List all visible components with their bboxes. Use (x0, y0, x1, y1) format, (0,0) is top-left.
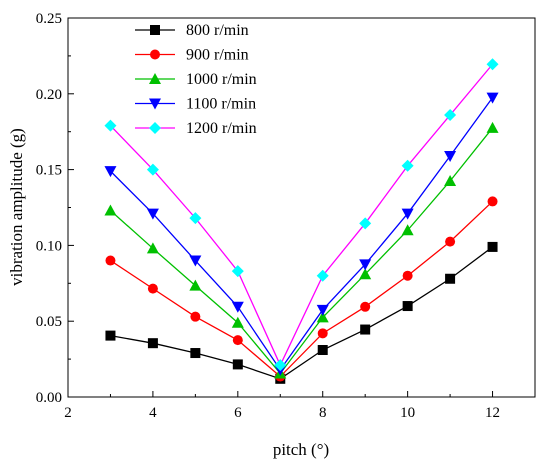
series-3 (104, 92, 499, 376)
data-point (231, 316, 244, 328)
data-point (231, 265, 244, 278)
legend-label: 1200 r/min (186, 120, 257, 137)
legend-marker (149, 98, 161, 110)
legend-item: 1200 r/min (135, 120, 257, 137)
data-point (104, 119, 117, 132)
data-point (146, 242, 159, 254)
data-point (105, 330, 116, 341)
data-point (359, 217, 372, 230)
data-point (402, 301, 413, 312)
y-tick-label: 0.05 (36, 314, 62, 330)
data-point (444, 109, 457, 122)
data-point (486, 121, 499, 133)
legend-label: 1100 r/min (186, 96, 256, 113)
series-line (109, 63, 494, 367)
data-point (190, 311, 201, 322)
data-point (487, 196, 498, 207)
data-point (401, 208, 414, 220)
legend-item: 900 r/min (135, 47, 249, 64)
legend-item: 1100 r/min (135, 96, 256, 113)
legend: 800 r/min 900 r/min 1000 r/min 1100 r/min 12… (135, 22, 257, 137)
data-point (231, 301, 244, 313)
data-point (360, 324, 371, 335)
legend-label: 1000 r/min (186, 71, 257, 88)
data-point (316, 269, 329, 282)
legend-marker (150, 25, 160, 35)
x-tick-label: 2 (64, 405, 72, 421)
data-point (445, 236, 456, 247)
series-line (110, 200, 493, 378)
y-tick-label: 0.20 (36, 87, 62, 103)
data-point (444, 150, 457, 162)
data-point (444, 174, 457, 186)
data-point (232, 335, 243, 346)
y-tick-label: 0.10 (36, 238, 62, 254)
data-point (317, 345, 328, 356)
x-tick-label: 10 (400, 405, 415, 421)
tick-labels: 2 4 6 8 10 12 0.00 0.05 0.10 0.15 0.20 0.25 (36, 11, 500, 421)
data-point (401, 224, 414, 236)
x-tick-label: 12 (485, 405, 500, 421)
x-tick-label: 4 (149, 405, 157, 421)
series-line (110, 127, 494, 375)
data-point (486, 58, 499, 71)
axis-ticks (67, 17, 494, 398)
y-axis-title: vibration amplitude (g) (7, 128, 26, 286)
legend-item: 1000 r/min (135, 71, 257, 88)
data-point (359, 259, 372, 271)
series-0 (105, 241, 498, 384)
legend-label: 900 r/min (186, 47, 249, 64)
data-point (401, 159, 414, 172)
data-point (146, 163, 159, 176)
data-point (189, 279, 202, 291)
data-point (147, 338, 158, 349)
series-1 (105, 196, 498, 382)
x-axis-title: pitch (°) (273, 440, 329, 459)
data-point (486, 92, 499, 104)
data-point (189, 255, 202, 267)
data-point (146, 208, 159, 220)
x-tick-label: 8 (319, 405, 327, 421)
legend-marker (149, 73, 161, 84)
data-point (359, 268, 372, 280)
legend-marker (150, 49, 160, 60)
data-point (274, 359, 287, 372)
legend-item: 800 r/min (135, 22, 249, 39)
legend-marker (149, 122, 161, 134)
y-tick-label: 0.00 (36, 390, 62, 406)
data-point (402, 270, 413, 281)
data-point (104, 166, 117, 178)
data-point (190, 348, 201, 359)
data-point (104, 204, 117, 216)
data-point (232, 359, 243, 370)
data-point (360, 301, 371, 312)
series-4 (104, 58, 499, 372)
data-point (316, 304, 329, 316)
data-point (487, 241, 498, 252)
data-point (317, 328, 328, 339)
legend-label: 800 r/min (186, 22, 249, 39)
data-point (445, 273, 456, 284)
y-tick-label: 0.25 (36, 11, 62, 27)
data-point (189, 212, 202, 225)
series-group (104, 58, 499, 384)
data-point (105, 255, 116, 266)
data-point (316, 311, 329, 323)
series-2 (104, 121, 499, 379)
data-point (147, 283, 158, 294)
series-line (110, 246, 493, 380)
x-tick-label: 6 (234, 405, 242, 421)
series-line (109, 97, 494, 371)
y-tick-label: 0.15 (36, 163, 62, 179)
